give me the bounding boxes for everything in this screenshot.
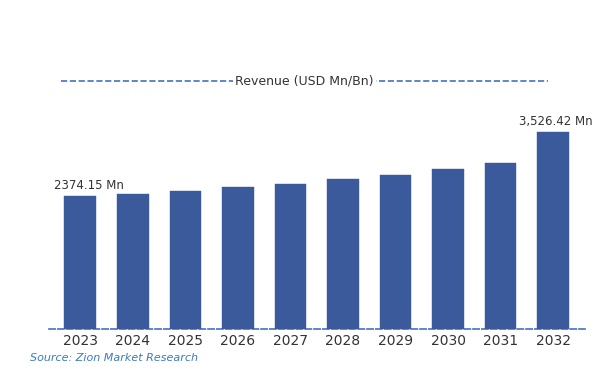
Bar (485, 163, 516, 329)
Bar (537, 132, 569, 329)
Bar (275, 184, 306, 329)
Bar (380, 175, 411, 329)
Bar (222, 187, 253, 329)
Bar (327, 179, 359, 329)
Text: Global Bicomponent Fiber Market, 2018-2032 (USD Million): Global Bicomponent Fiber Market, 2018-20… (0, 24, 609, 44)
Bar (117, 194, 149, 329)
Text: CAGR : 4.40%: CAGR : 4.40% (80, 129, 188, 143)
Bar (432, 169, 464, 329)
Text: 2374.15 Mn: 2374.15 Mn (54, 179, 124, 192)
Text: Source: Zion Market Research: Source: Zion Market Research (30, 353, 199, 363)
Bar (169, 191, 201, 329)
Text: 3,526.42 Mn: 3,526.42 Mn (519, 115, 593, 128)
Text: Revenue (USD Mn/Bn): Revenue (USD Mn/Bn) (235, 75, 374, 88)
Bar (65, 197, 96, 329)
